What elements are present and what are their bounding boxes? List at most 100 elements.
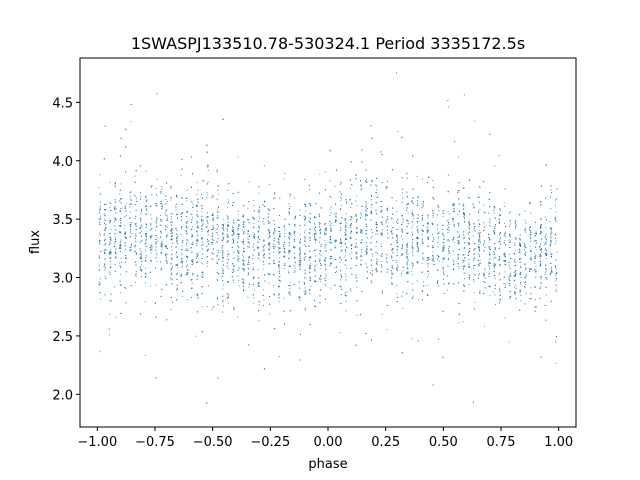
data-point	[221, 249, 223, 251]
data-point	[544, 273, 546, 275]
data-point	[534, 260, 536, 262]
data-point	[546, 294, 547, 296]
data-point	[340, 239, 342, 241]
data-point	[222, 280, 224, 281]
data-point	[192, 241, 193, 243]
data-point	[206, 217, 208, 219]
data-point	[146, 224, 147, 226]
data-point	[160, 232, 162, 234]
data-point	[463, 231, 465, 233]
data-point	[375, 246, 377, 248]
data-point	[350, 188, 352, 190]
data-point	[314, 280, 316, 282]
data-point	[181, 266, 182, 268]
data-point	[524, 281, 526, 283]
data-point	[508, 239, 510, 241]
data-point	[422, 290, 424, 291]
data-point	[473, 260, 475, 262]
data-point	[499, 265, 501, 267]
data-point	[391, 257, 392, 259]
data-point	[519, 251, 521, 253]
data-point	[181, 273, 182, 275]
data-point	[202, 241, 204, 243]
data-point	[156, 252, 158, 254]
data-point	[396, 236, 398, 238]
data-point	[98, 257, 100, 259]
data-point	[114, 198, 116, 200]
data-point	[381, 229, 383, 230]
data-point	[452, 259, 454, 261]
data-point	[530, 232, 532, 234]
data-point	[402, 308, 404, 309]
data-point	[349, 232, 351, 234]
data-point	[355, 200, 357, 202]
data-point	[545, 249, 547, 251]
data-point	[227, 236, 229, 238]
data-point	[263, 248, 265, 250]
data-point	[155, 205, 157, 206]
data-point	[267, 237, 269, 239]
data-point	[468, 267, 470, 269]
data-point	[346, 267, 348, 269]
data-point	[262, 254, 264, 256]
data-point	[314, 276, 316, 278]
data-point	[366, 210, 368, 212]
data-point	[119, 246, 121, 248]
data-point	[546, 255, 548, 257]
data-point	[207, 169, 209, 171]
data-point	[134, 204, 136, 206]
data-point	[320, 278, 322, 280]
data-point	[340, 227, 342, 229]
data-point	[248, 286, 250, 288]
data-point	[201, 237, 203, 239]
data-point	[145, 250, 147, 252]
data-point	[238, 280, 240, 281]
data-point	[248, 344, 250, 346]
data-point	[376, 263, 378, 265]
data-point	[186, 299, 188, 301]
data-point	[177, 267, 179, 269]
data-point	[155, 187, 157, 189]
data-point	[268, 242, 270, 244]
data-point	[129, 211, 131, 213]
data-point	[299, 233, 301, 235]
data-point	[539, 257, 541, 259]
data-point	[103, 218, 105, 220]
data-point	[187, 221, 189, 223]
data-point	[478, 277, 479, 279]
data-point	[351, 258, 353, 260]
data-point	[196, 231, 198, 233]
data-point	[396, 245, 398, 247]
data-point	[299, 264, 301, 266]
data-point	[447, 174, 449, 176]
data-point	[315, 233, 317, 235]
data-point	[145, 234, 147, 236]
data-point	[242, 258, 244, 260]
data-point	[488, 262, 490, 264]
data-point	[339, 209, 341, 210]
data-point	[467, 197, 469, 198]
data-point	[283, 178, 285, 180]
data-point	[237, 251, 239, 253]
data-point	[299, 265, 301, 267]
data-point	[402, 229, 403, 231]
data-point	[185, 244, 187, 246]
data-point	[433, 260, 435, 262]
data-point	[274, 246, 276, 248]
data-point	[417, 237, 419, 239]
data-point	[371, 236, 373, 238]
data-point	[416, 175, 418, 177]
data-point	[151, 194, 153, 196]
data-point	[242, 267, 244, 269]
data-point	[418, 249, 419, 251]
data-point	[156, 178, 158, 180]
data-point	[156, 237, 158, 239]
data-point	[462, 261, 464, 263]
data-point	[540, 219, 541, 221]
data-point	[493, 231, 495, 233]
data-point	[119, 243, 121, 245]
data-point	[448, 240, 450, 242]
data-point	[515, 273, 517, 275]
data-point	[233, 251, 235, 253]
data-point	[411, 283, 413, 285]
